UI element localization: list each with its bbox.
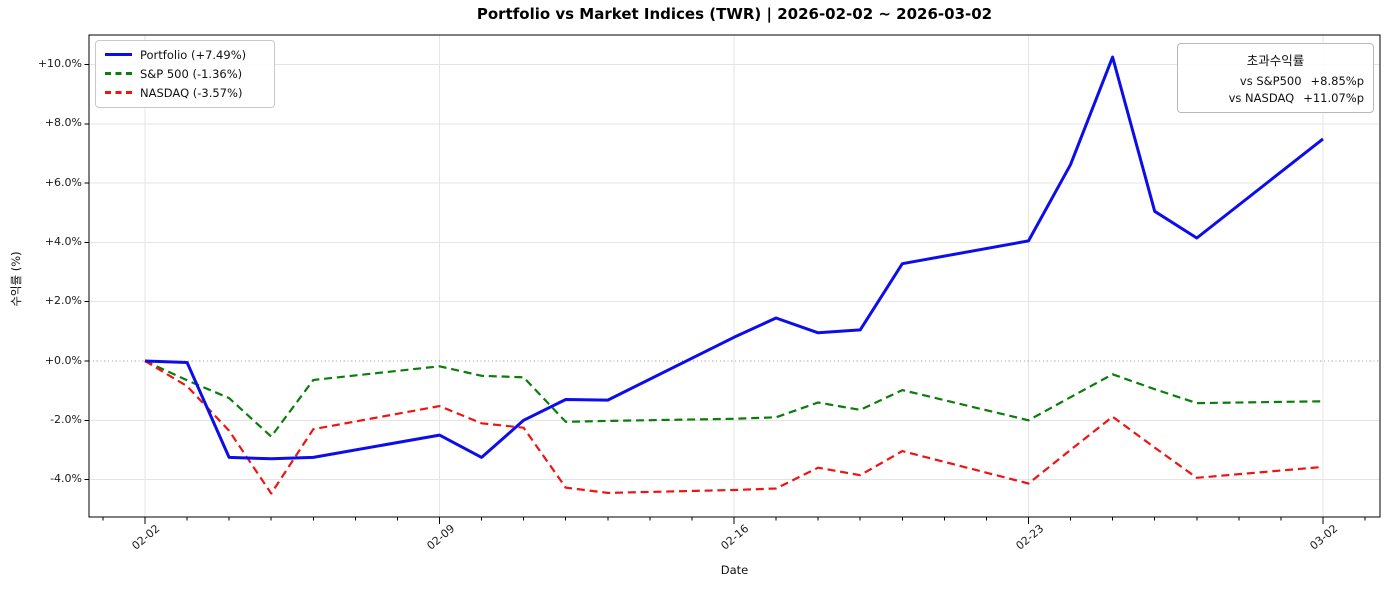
excess-return-vs-nasdaq: vs NASDAQ +11.07%p <box>1178 90 1373 107</box>
legend-label: S&P 500 (-1.36%) <box>140 66 243 81</box>
x-axis-label: Date <box>720 563 749 577</box>
y-tick-label: +0.0% <box>44 353 82 367</box>
y-tick-label: +2.0% <box>44 294 82 308</box>
legend-item-nasdaq: NASDAQ (-3.57%) <box>105 85 265 100</box>
excess-value: +8.85%p <box>1310 74 1364 88</box>
y-tick-label: -2.0% <box>50 412 82 426</box>
plot-border <box>88 34 1381 518</box>
excess-label: vs S&P500 <box>1239 74 1302 88</box>
legend-label: Portfolio (+7.49%) <box>140 47 247 62</box>
excess-return-box: 초과수익률 vs S&P500 +8.85%p vs NASDAQ +11.07… <box>1177 43 1374 113</box>
legend-label: NASDAQ (-3.57%) <box>140 85 243 100</box>
legend-item-sp500: S&P 500 (-1.36%) <box>105 66 265 81</box>
sp500-line-swatch <box>105 72 132 75</box>
y-tick-label: +6.0% <box>44 175 82 189</box>
series-line-nasdaq <box>144 360 1324 495</box>
series-line-s&p <box>144 360 1324 438</box>
excess-value: +11.07%p <box>1303 91 1364 105</box>
portfolio-line-swatch <box>105 53 132 56</box>
excess-label: vs NASDAQ <box>1228 91 1295 105</box>
y-tick-label: -4.0% <box>50 472 82 486</box>
excess-return-vs-sp500: vs S&P500 +8.85%p <box>1178 73 1373 90</box>
y-tick-label: +8.0% <box>44 116 82 130</box>
excess-return-title: 초과수익률 <box>1246 53 1305 68</box>
y-tick-label: +10.0% <box>37 57 82 70</box>
legend-item-portfolio: Portfolio (+7.49%) <box>105 47 265 62</box>
series-line-portfolio <box>144 55 1324 461</box>
y-tick-label: +4.0% <box>44 234 82 248</box>
chart-title: Portfolio vs Market Indices (TWR) | 2026… <box>476 5 993 23</box>
legend: Portfolio (+7.49%) S&P 500 (-1.36%) NASD… <box>95 40 275 108</box>
nasdaq-line-swatch <box>105 91 132 94</box>
